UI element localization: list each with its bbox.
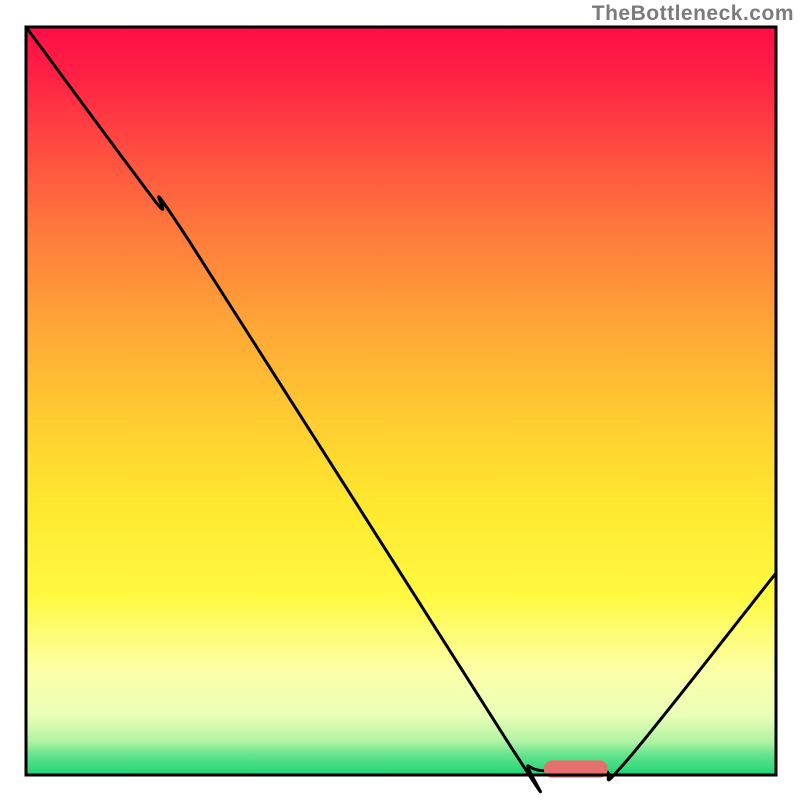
watermark-text: TheBottleneck.com	[592, 2, 794, 26]
plot-background	[26, 27, 776, 775]
bottleneck-chart	[0, 0, 800, 800]
